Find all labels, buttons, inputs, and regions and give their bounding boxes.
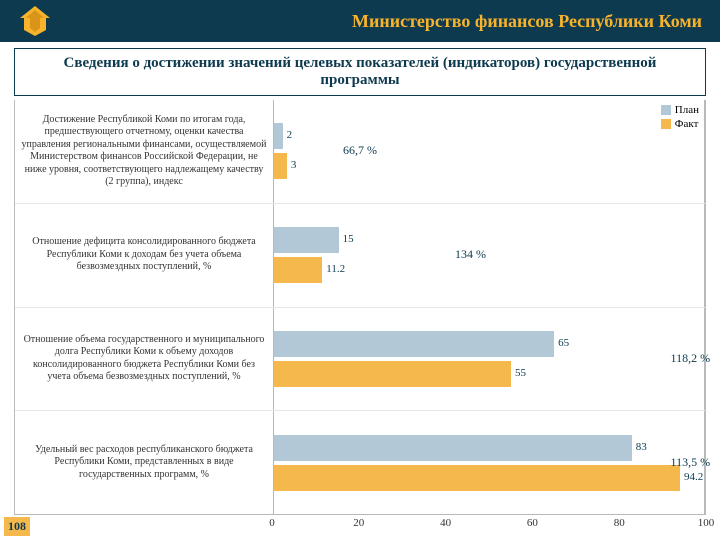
fact-bar: [274, 361, 511, 387]
fact-bar: [274, 153, 287, 179]
percent-label: 134 %: [455, 247, 486, 262]
plan-value: 65: [558, 337, 569, 349]
fact-value: 94.2: [684, 471, 703, 483]
category-label: Удельный вес расходов республиканского б…: [15, 411, 273, 514]
chart-row: Достижение Республикой Коми по итогам го…: [15, 100, 705, 204]
percent-label: 66,7 %: [343, 143, 377, 158]
chart-area: План Факт Достижение Республикой Коми по…: [14, 100, 706, 514]
fact-value: 3: [291, 159, 297, 171]
x-tick: 0: [269, 517, 275, 529]
x-tick: 80: [614, 517, 625, 529]
chart-row: Удельный вес расходов республиканского б…: [15, 411, 705, 514]
category-label: Достижение Республикой Коми по итогам го…: [15, 100, 273, 203]
fact-bar: [274, 465, 680, 491]
x-tick: 60: [527, 517, 538, 529]
x-axis: 020406080100: [14, 514, 706, 538]
fact-value: 55: [515, 367, 526, 379]
bars-cell: 6555118,2 %: [273, 308, 705, 411]
plan-bar: [274, 123, 283, 149]
x-axis-ticks: 020406080100: [272, 515, 706, 538]
bars-cell: 15 11.2 134 %: [273, 204, 705, 307]
plan-value: 15: [343, 233, 354, 245]
page-number: 108: [4, 517, 30, 536]
fact-value: 11.2: [326, 263, 345, 275]
plan-value: 2: [287, 129, 293, 141]
x-tick: 20: [353, 517, 364, 529]
chart-row: Отношение дефицита консолидированного бю…: [15, 204, 705, 308]
bars-cell: 2 3 66,7 %: [273, 100, 705, 203]
percent-label: 113,5 %: [671, 455, 711, 470]
page-subtitle: Сведения о достижении значений целевых п…: [14, 48, 706, 96]
plan-bar: [274, 227, 339, 253]
fact-bar: [274, 257, 322, 283]
x-tick: 40: [440, 517, 451, 529]
header-bar: Министерство финансов Республики Коми: [0, 0, 720, 42]
chart-rows: Достижение Республикой Коми по итогам го…: [15, 100, 705, 514]
percent-label: 118,2 %: [671, 351, 711, 366]
plan-bar: [274, 435, 632, 461]
bars-cell: 8394.2113,5 %: [273, 411, 705, 514]
category-label: Отношение объема государственного и муни…: [15, 308, 273, 411]
x-tick: 100: [698, 517, 715, 529]
category-label: Отношение дефицита консолидированного бю…: [15, 204, 273, 307]
plan-bar: [274, 331, 554, 357]
chart-row: Отношение объема государственного и муни…: [15, 308, 705, 412]
plan-value: 83: [636, 441, 647, 453]
coat-of-arms-icon: [10, 4, 60, 38]
header-title: Министерство финансов Республики Коми: [68, 11, 710, 32]
